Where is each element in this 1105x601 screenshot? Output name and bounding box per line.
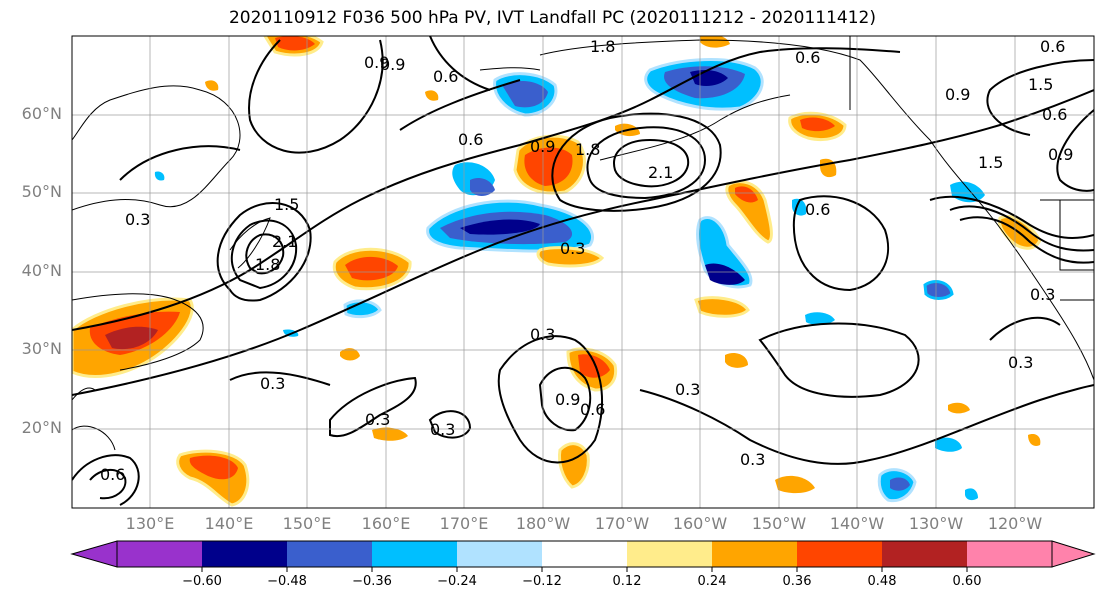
colorbar-segment (967, 541, 1052, 567)
lat-label-40n: 40°N (21, 261, 62, 280)
contour-label: 0.6 (433, 67, 458, 86)
contour-label: 1.5 (1028, 75, 1053, 94)
contour-label: 0.3 (365, 410, 390, 429)
colorbar-tick-label: 0.48 (867, 574, 897, 589)
contour-label: 0.9 (555, 390, 580, 409)
ivt-anomaly-shading (72, 36, 1042, 507)
contour-label: 0.3 (1008, 353, 1033, 372)
contour-label: 0.6 (458, 130, 483, 149)
colorbar (70, 540, 1096, 572)
lon-label: 160°W (672, 514, 728, 533)
lon-label: 120°W (987, 514, 1043, 533)
contour-label: 0.6 (1040, 37, 1065, 56)
colorbar-tick-label: 0.36 (782, 574, 812, 589)
lon-label: 170°W (594, 514, 650, 533)
lon-label: 150°E (282, 514, 332, 533)
lon-label: 170°E (439, 514, 489, 533)
coastlines (72, 39, 1094, 451)
colorbar-segment (882, 541, 967, 567)
contour-label: 0.9 (380, 55, 405, 74)
contour-label: 0.6 (580, 400, 605, 419)
contour-label: 0.3 (125, 210, 150, 229)
lon-label: 130°E (125, 514, 175, 533)
contour-label: 0.3 (530, 325, 555, 344)
lon-label: 160°E (361, 514, 411, 533)
contour-label: 0.9 (530, 137, 555, 156)
lat-label-50n: 50°N (21, 182, 62, 201)
colorbar-frame (116, 540, 1053, 568)
colorbar-segment (797, 541, 882, 567)
lon-label: 180°W (515, 514, 571, 533)
pv-contours (72, 36, 1094, 506)
colorbar-segment (287, 541, 372, 567)
colorbar-tick-label: 0.60 (952, 574, 982, 589)
contour-label: 0.6 (805, 200, 830, 219)
contour-label: 0.3 (1030, 285, 1055, 304)
map-title: 2020110912 F036 500 hPa PV, IVT Landfall… (228, 8, 876, 28)
colorbar-tick-label: 0.24 (697, 574, 727, 589)
contour-label: 0.3 (430, 420, 455, 439)
colorbar-segment (712, 541, 797, 567)
contour-label: 0.9 (364, 53, 389, 72)
colorbar-tick-label: 0.12 (612, 574, 642, 589)
lat-label-20n: 20°N (21, 418, 62, 437)
colorbar-segment (542, 541, 627, 567)
contour-label: 0.3 (675, 380, 700, 399)
contour-label: 0.9 (945, 85, 970, 104)
contour-label: 0.3 (740, 450, 765, 469)
lon-label: 130°W (908, 514, 964, 533)
colorbar-segment (117, 541, 202, 567)
lat-label-60n: 60°N (21, 104, 62, 123)
colorbar-segment (372, 541, 457, 567)
colorbar-segment (627, 541, 712, 567)
colorbar-extend-high (1051, 540, 1096, 568)
plot-frame (71, 35, 1095, 509)
colorbar-extend-low (70, 540, 118, 568)
contour-labels: 0.6 1.8 0.6 0.9 0.6 0.9 1.8 2.1 0.3 1.5 … (100, 37, 1073, 484)
contour-label: 0.6 (795, 48, 820, 67)
contour-label: 0.6 (1042, 105, 1067, 124)
colorbar-tick-label: −0.60 (182, 574, 222, 589)
lon-label: 140°E (204, 514, 254, 533)
colorbar-tick-label: −0.12 (522, 574, 562, 589)
lon-label: 140°W (829, 514, 885, 533)
contour-label: 1.8 (255, 255, 280, 274)
contour-label: 1.8 (590, 37, 615, 56)
contour-label: 2.1 (648, 163, 673, 182)
colorbar-tick-label: −0.24 (437, 574, 477, 589)
contour-label: 2.1 (272, 232, 297, 251)
colorbar-segment (202, 541, 287, 567)
colorbar-tick-label: −0.36 (352, 574, 392, 589)
contour-label: 1.5 (274, 195, 299, 214)
contour-label: 1.8 (575, 140, 600, 159)
gridlines (72, 36, 1094, 508)
contour-label: 0.3 (560, 239, 585, 258)
colorbar-segment (457, 541, 542, 567)
contour-label: 0.9 (1048, 145, 1073, 164)
contour-label: 1.5 (978, 153, 1003, 172)
contour-label: 0.6 (100, 465, 125, 484)
lat-label-30n: 30°N (21, 339, 62, 358)
contour-label: 0.3 (260, 374, 285, 393)
colorbar-tick-label: −0.48 (267, 574, 307, 589)
lon-label: 150°W (751, 514, 807, 533)
